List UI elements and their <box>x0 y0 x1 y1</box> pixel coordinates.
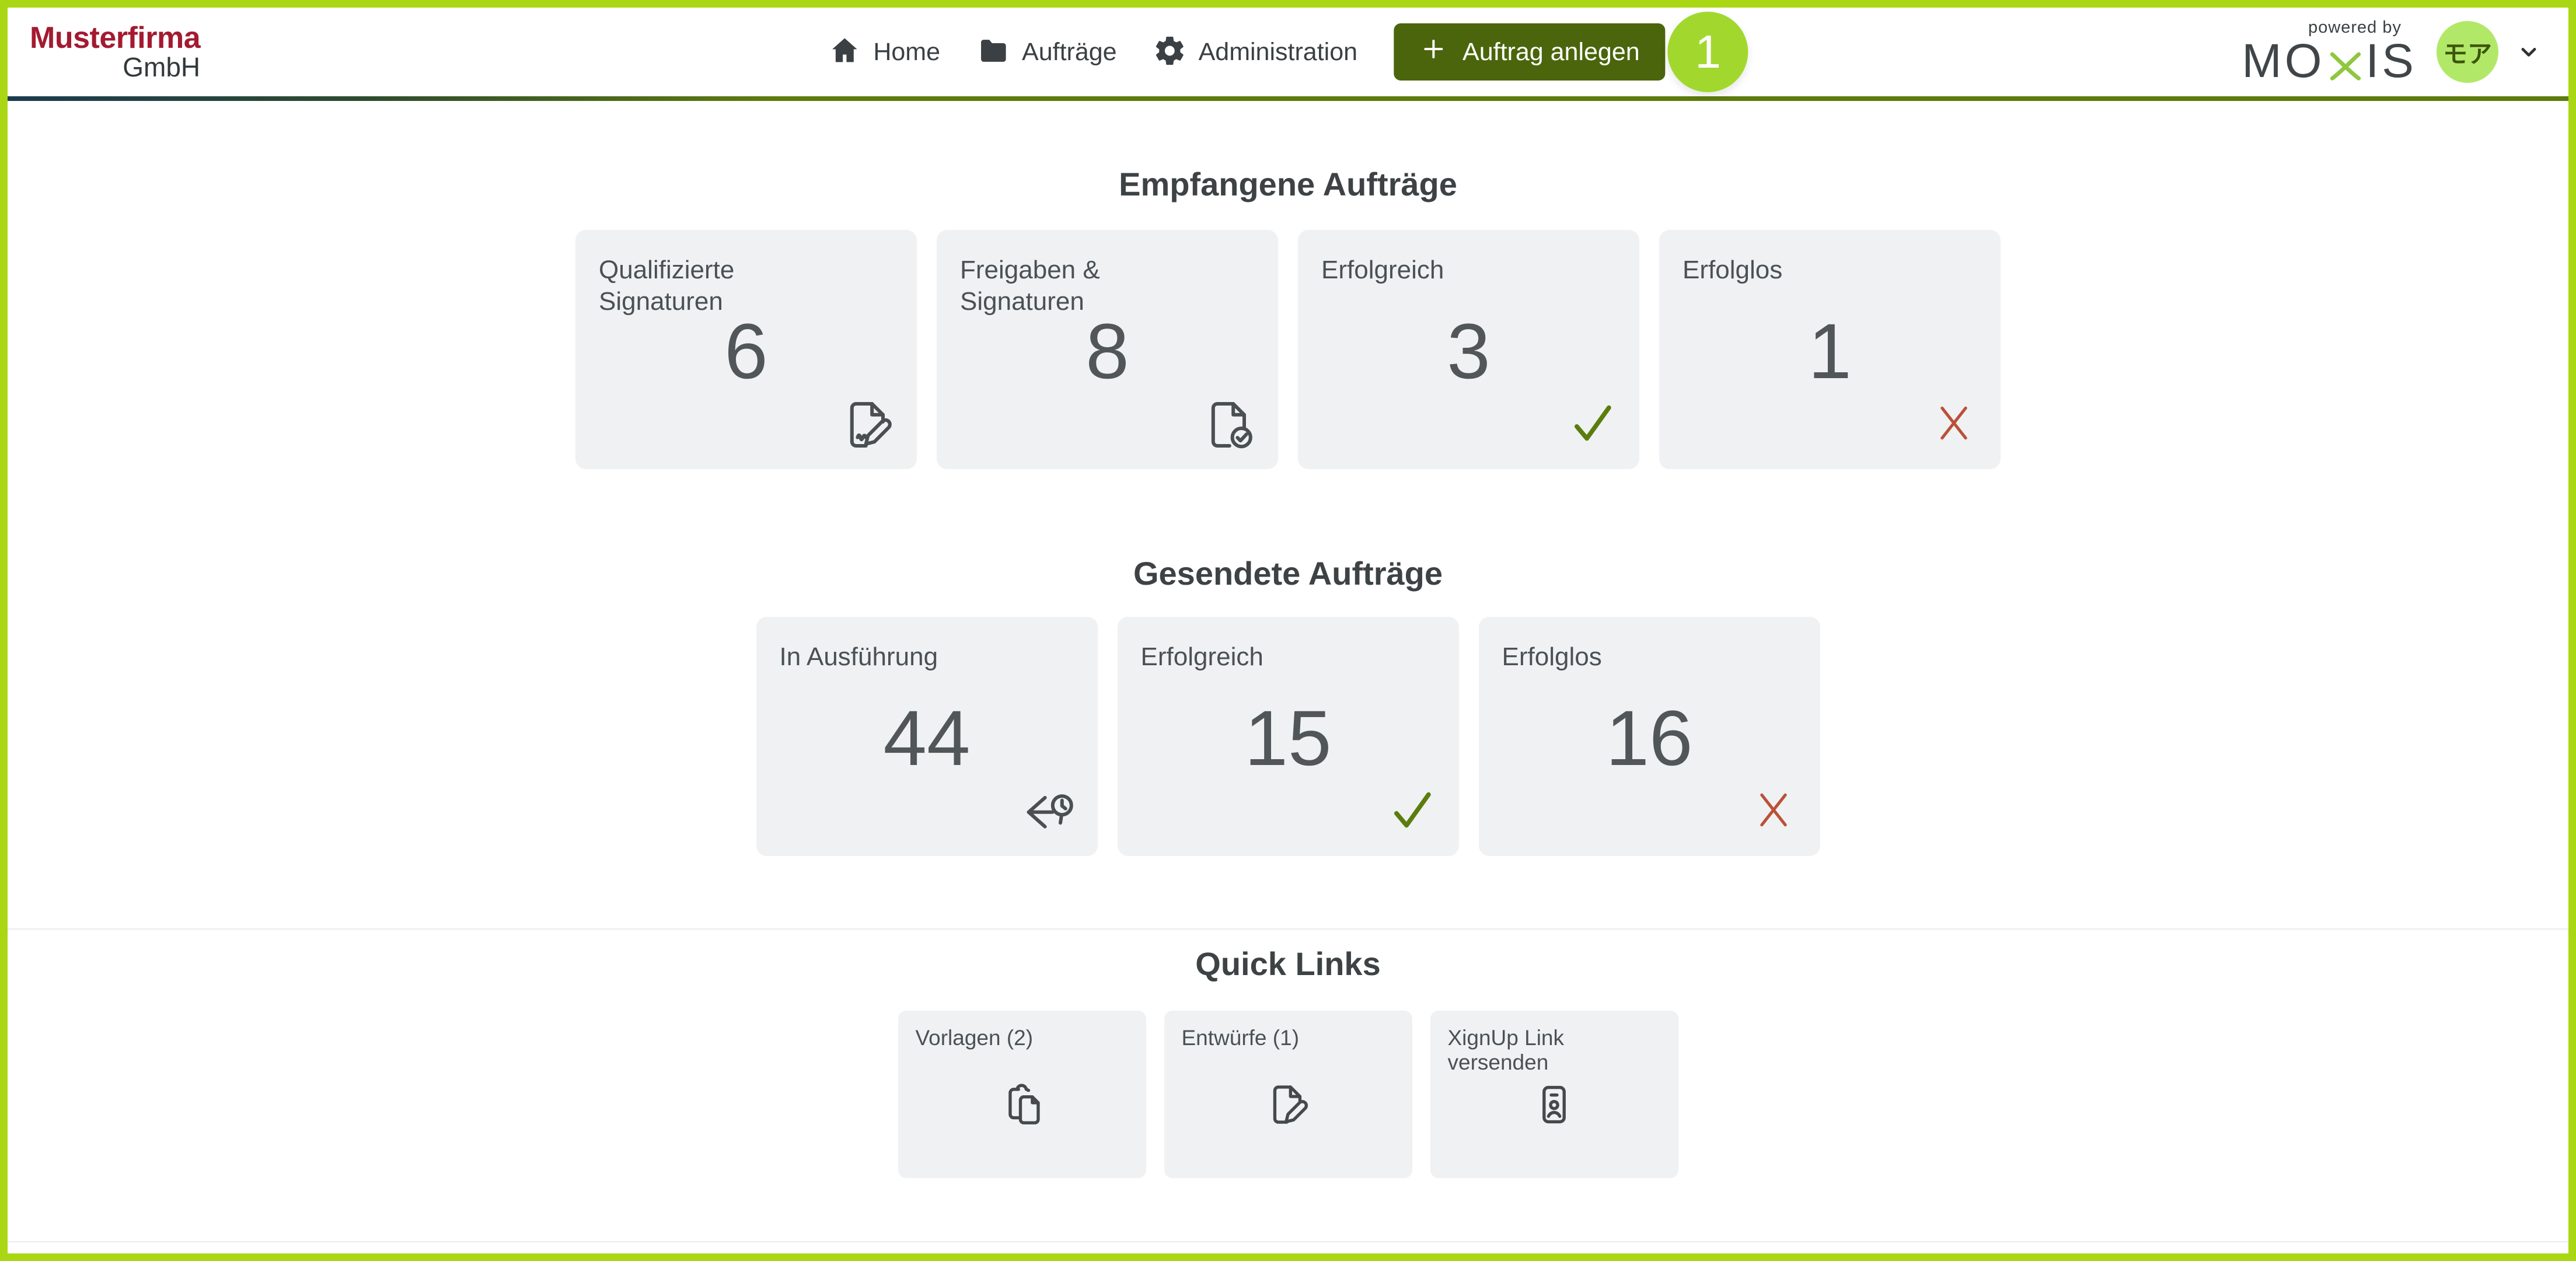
id-badge-icon <box>1529 1080 1579 1130</box>
quicklink-label: Vorlagen (2) <box>915 1026 1034 1050</box>
plus-icon <box>1419 35 1447 69</box>
company-logo-line1: Musterfirma <box>30 21 201 55</box>
check-icon <box>1567 393 1618 453</box>
create-order-button[interactable]: Auftrag anlegen <box>1394 23 1666 81</box>
user-avatar[interactable]: モア <box>2437 21 2498 83</box>
annotation-step-badge: 1 <box>1667 12 1748 92</box>
stat-card-value: 44 <box>883 695 971 783</box>
file-check-icon <box>1201 397 1257 453</box>
stat-card-label: In Ausführung <box>779 642 938 671</box>
stat-card-value: 1 <box>1808 308 1852 396</box>
chevron-down-icon[interactable] <box>2516 39 2542 65</box>
stat-card-freigaben-signaturen[interactable]: Freigaben & Signaturen 8 <box>937 230 1278 469</box>
clipboard-copy-icon <box>997 1080 1047 1130</box>
stat-card-value: 3 <box>1447 308 1491 396</box>
stat-card-value: 16 <box>1605 695 1693 783</box>
company-logo-line2: GmbH <box>123 52 201 83</box>
cross-icon <box>1928 393 1980 453</box>
stat-card-label: Freigaben & Signaturen <box>960 256 1100 316</box>
nav-item-label: Aufträge <box>1022 37 1117 66</box>
stat-card-value: 8 <box>1085 308 1129 396</box>
received-cards-row: Qualifizierte Signaturen 6 Freigaben & S… <box>8 230 2568 469</box>
section-title-sent: Gesendete Aufträge <box>1133 555 1443 592</box>
stat-card-label: Erfolglos <box>1683 256 1783 284</box>
home-icon <box>828 34 861 71</box>
quicklink-card-xignup-link[interactable]: XignUp Link versenden <box>1430 1011 1678 1178</box>
header-right-cluster: powered by MO IS モア <box>2242 19 2542 85</box>
quicklink-label: Entwürfe (1) <box>1181 1026 1300 1050</box>
quicklinks-cards-row: Vorlagen (2) Entwürfe (1) XignUp Link ve… <box>8 1011 2568 1178</box>
check-icon <box>1387 780 1438 840</box>
moxis-wordmark: MO IS <box>2242 37 2417 85</box>
stat-card-erfolglos-empfangen[interactable]: Erfolglos 1 <box>1659 230 2001 469</box>
stat-card-label: Erfolgreich <box>1321 256 1444 284</box>
sent-cards-row: In Ausführung 44 Erfolgreich 15 Erfolglo… <box>8 617 2568 856</box>
moxis-x-icon <box>2324 45 2367 82</box>
stat-card-in-ausfuehrung[interactable]: In Ausführung 44 <box>756 617 1098 856</box>
stat-card-erfolglos-gesendet[interactable]: Erfolglos 16 <box>1478 617 1820 856</box>
stat-card-qualifizierte-signaturen[interactable]: Qualifizierte Signaturen 6 <box>575 230 917 469</box>
main-nav: Home Aufträge Administration Auftrag anl… <box>828 12 1748 92</box>
header-divider-gradient <box>8 96 2568 101</box>
stat-card-erfolgreich-empfangen[interactable]: Erfolgreich 3 <box>1298 230 1639 469</box>
section-title-received: Empfangene Aufträge <box>1119 166 1457 202</box>
file-edit-icon <box>1263 1080 1313 1130</box>
file-signature-icon <box>840 397 896 453</box>
section-divider <box>8 928 2568 930</box>
company-logo: Musterfirma GmbH <box>30 21 201 83</box>
user-avatar-initials: モア <box>2442 40 2492 68</box>
footer-divider <box>8 1241 2568 1242</box>
moxis-logo: powered by MO IS <box>2242 19 2417 85</box>
nav-item-label: Administration <box>1198 37 1358 66</box>
pending-clock-icon <box>1021 784 1077 840</box>
quicklink-card-entwuerfe[interactable]: Entwürfe (1) <box>1164 1011 1412 1178</box>
stat-card-erfolgreich-gesendet[interactable]: Erfolgreich 15 <box>1117 617 1459 856</box>
quicklink-card-vorlagen[interactable]: Vorlagen (2) <box>898 1011 1146 1178</box>
stat-card-label: Qualifizierte Signaturen <box>599 256 735 316</box>
quicklink-label: XignUp Link versenden <box>1447 1026 1565 1074</box>
nav-item-home[interactable]: Home <box>828 34 940 71</box>
create-order-group: Auftrag anlegen 1 <box>1394 12 1748 92</box>
nav-item-label: Home <box>873 37 941 66</box>
nav-item-administration[interactable]: Administration <box>1153 34 1357 71</box>
stat-card-label: Erfolgreich <box>1140 642 1263 671</box>
create-order-label: Auftrag anlegen <box>1462 37 1640 66</box>
annotation-step-number: 1 <box>1695 26 1721 78</box>
section-title-quicklinks: Quick Links <box>1195 945 1381 982</box>
top-navigation-bar: Musterfirma GmbH Home Aufträge Administr… <box>8 8 2568 96</box>
nav-item-auftraege[interactable]: Aufträge <box>976 34 1117 71</box>
stat-card-value: 6 <box>724 308 768 396</box>
moxis-wordmark-suffix: IS <box>2365 34 2417 88</box>
folder-icon <box>976 34 1010 71</box>
moxis-wordmark-prefix: MO <box>2242 34 2325 88</box>
stat-card-label: Erfolglos <box>1502 642 1602 671</box>
cross-icon <box>1748 780 1799 840</box>
gear-icon <box>1153 34 1187 71</box>
powered-by-text: powered by <box>2308 18 2402 37</box>
stat-card-value: 15 <box>1244 695 1332 783</box>
